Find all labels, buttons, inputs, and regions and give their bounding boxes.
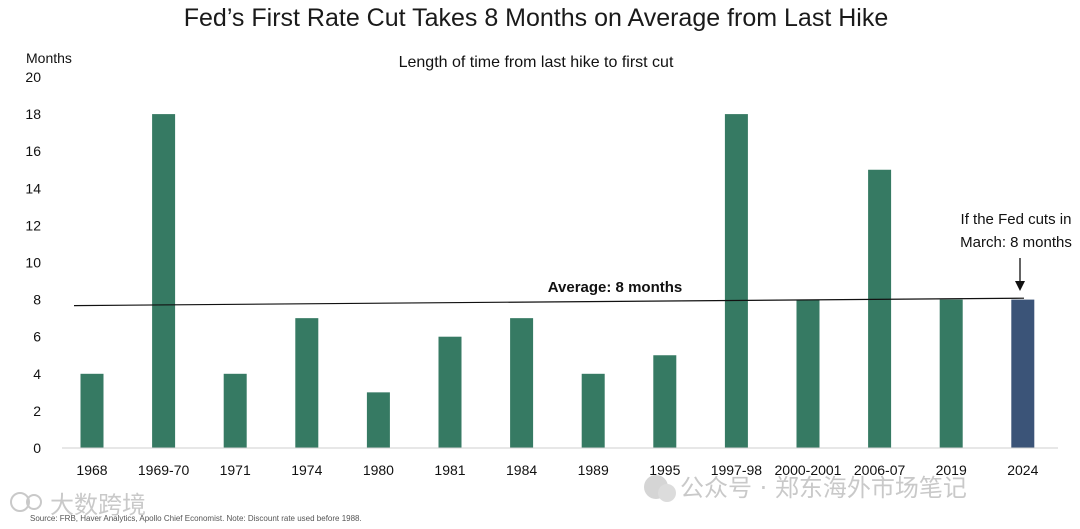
y-tick-label: 2 <box>33 403 41 419</box>
x-tick-label: 1974 <box>291 462 322 478</box>
x-tick-label: 1997-98 <box>711 462 763 478</box>
y-tick-label: 10 <box>25 255 41 271</box>
bar-2024 <box>1011 299 1035 448</box>
average-label: Average: 8 months <box>548 279 682 296</box>
chart-subtitle: Length of time from last hike to first c… <box>399 54 674 71</box>
x-tick-label: 1984 <box>506 462 537 478</box>
x-tick-label: 2006-07 <box>854 462 906 478</box>
watermark-left-text: 大数跨境 <box>50 491 146 519</box>
wechat-icon-2 <box>658 484 676 502</box>
y-tick-label: 20 <box>25 69 41 85</box>
y-tick-label: 12 <box>25 217 41 233</box>
x-tick-label: 1981 <box>434 462 465 478</box>
bar-2019 <box>939 299 963 448</box>
annotation-line-1: If the Fed cuts in <box>961 211 1072 228</box>
bar-1971 <box>223 373 247 448</box>
bar-1969-70 <box>152 114 176 448</box>
x-tick-label: 1971 <box>220 462 251 478</box>
y-tick-label: 18 <box>25 106 41 122</box>
x-tick-label: 1980 <box>363 462 394 478</box>
annotation-arrow-head-icon <box>1015 281 1025 291</box>
y-tick-label: 16 <box>25 143 41 159</box>
watermark-right-text: 公众号 · 郑东海外市场笔记 <box>680 474 967 502</box>
bar-1974 <box>295 318 319 448</box>
y-tick-label: 0 <box>33 440 41 456</box>
bar-1968 <box>80 373 104 448</box>
y-axis-label: Months <box>26 50 72 66</box>
bar-1997-98 <box>724 114 748 448</box>
watermark-left-logo-icon-2 <box>26 494 42 510</box>
bar-1995 <box>653 355 677 448</box>
bar-2000-2001 <box>796 299 820 448</box>
source-note: Source: FRB, Haver Analytics, Apollo Chi… <box>30 514 362 523</box>
annotation-line-2: March: 8 months <box>960 234 1072 251</box>
x-tick-label: 2024 <box>1007 462 1038 478</box>
bars <box>80 114 1035 448</box>
chart-title: Fed’s First Rate Cut Takes 8 Months on A… <box>184 4 889 32</box>
x-tick-label: 2019 <box>936 462 967 478</box>
x-tick-label: 1968 <box>76 462 107 478</box>
y-tick-label: 4 <box>33 366 41 382</box>
bar-2006-07 <box>868 169 892 448</box>
average-line <box>73 297 1025 307</box>
y-tick-label: 14 <box>25 180 41 196</box>
x-tick-labels: 1968 1969-70 1971 1974 1980 1981 1984 1989 1995 1… <box>76 462 1038 478</box>
x-tick-label: 1969-70 <box>138 462 190 478</box>
y-tick-label: 6 <box>33 329 41 345</box>
y-tick-labels: 0 2 4 6 8 10 12 14 16 18 20 <box>25 69 41 456</box>
watermark-left-logo-icon <box>10 492 30 512</box>
bar-1981 <box>438 336 462 448</box>
x-tick-label: 2000-2001 <box>775 462 842 478</box>
watermark-left: 大数跨境 <box>10 491 146 519</box>
bar-1984 <box>510 318 534 448</box>
x-tick-label: 1995 <box>649 462 680 478</box>
bar-1989 <box>581 373 605 448</box>
x-tick-label: 1989 <box>578 462 609 478</box>
watermark-right: 公众号 · 郑东海外市场笔记 <box>644 474 967 502</box>
bar-1980 <box>366 392 390 448</box>
y-tick-label: 8 <box>33 292 41 308</box>
